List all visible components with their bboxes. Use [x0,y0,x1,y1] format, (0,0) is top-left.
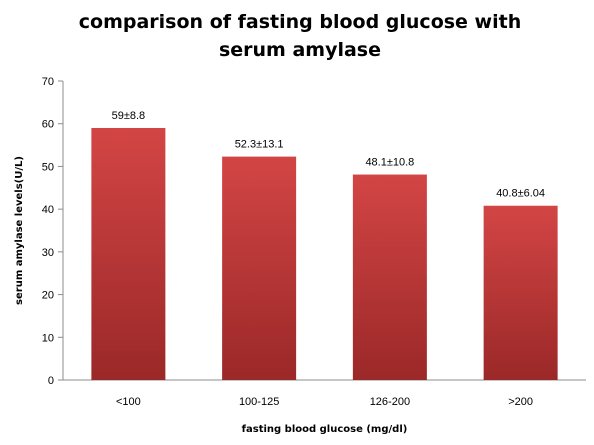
y-tick-label: 30 [42,247,54,259]
x-tick-label-3: >200 [508,396,533,408]
data-label-1: 52.3±13.1 [235,139,284,151]
y-tick-label: 20 [42,290,54,302]
y-tick-label: 50 [42,161,54,173]
y-tick-label: 10 [42,332,54,344]
bar-1 [222,156,297,380]
y-tick-label: 70 [42,76,54,88]
x-tick-label-0: <100 [116,396,141,408]
y-tick-label: 60 [42,119,54,131]
y-axis-title: serum amylase levels(U/L) [14,156,25,305]
chart-title: comparison of fasting blood glucose with… [78,11,522,61]
x-tick-label-2: 126-200 [370,396,410,408]
x-axis-title: fasting blood glucose (mg/dl) [242,424,408,435]
bar-2 [352,174,427,380]
data-label-2: 48.1±10.8 [365,157,414,169]
bar-0 [91,127,166,380]
bar-3 [483,205,558,380]
x-tick-label-1: 100-125 [239,396,279,408]
data-label-3: 40.8±6.04 [496,188,545,200]
data-label-0: 59±8.8 [112,110,146,122]
y-tick-label: 0 [48,375,54,387]
y-tick-label: 40 [42,204,54,216]
